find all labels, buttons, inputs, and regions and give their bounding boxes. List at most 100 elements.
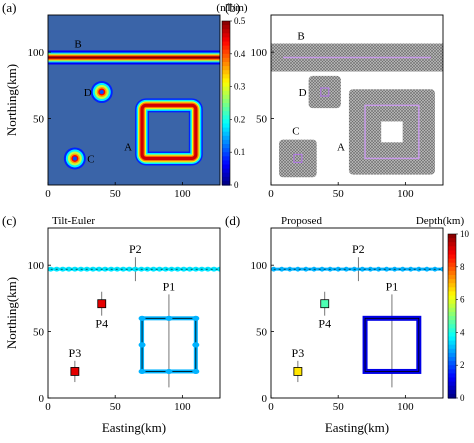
solution-point: [120, 266, 127, 272]
colorbar-segment: [448, 320, 456, 325]
colorbar-segment: [448, 299, 456, 305]
solution-point: [375, 266, 382, 272]
anomaly-frame: [140, 103, 198, 161]
solution-point: [216, 266, 220, 272]
solution-point: [319, 266, 325, 272]
body-label: B: [297, 31, 304, 43]
solution-point: [71, 266, 79, 272]
solution-point: [180, 266, 187, 272]
colorbar-segment: [222, 21, 230, 26]
profile-label: P1: [386, 279, 399, 293]
solution-point: [303, 266, 309, 272]
y-tick-label: 50: [33, 114, 45, 126]
body-label: A: [124, 141, 132, 153]
y-tick-label: 0: [39, 393, 45, 405]
colorbar-segment: [222, 94, 230, 100]
solution-point: [320, 299, 330, 309]
x-tick-label: 50: [333, 401, 345, 413]
colorbar-segment: [448, 254, 456, 260]
colorbar-segment: [448, 381, 456, 387]
profile-label: P2: [129, 242, 142, 256]
colorbar-segment: [448, 291, 456, 297]
colorbar-title: (nT/m): [216, 2, 247, 14]
solution-point: [359, 266, 365, 272]
profile-label: P3: [292, 346, 305, 360]
colorbar-segment: [222, 115, 230, 120]
plot-area: [48, 15, 220, 185]
axes-frame: [270, 14, 444, 186]
x-tick-label: 100: [174, 188, 191, 200]
colorbar-tick-label: 0.5: [234, 16, 246, 26]
colorbar-segment: [448, 311, 456, 317]
colorbar-segment: [222, 168, 230, 174]
solution-point: [162, 266, 169, 272]
colorbar-segment: [448, 332, 456, 338]
colorbar-segment: [222, 111, 230, 116]
panel-title: Proposed: [281, 215, 322, 227]
edge-outline: [320, 87, 330, 97]
solution-point: [95, 266, 103, 272]
colorbar-segment: [222, 49, 230, 55]
solution-point: [400, 266, 406, 272]
colorbar-tick-label: 4: [460, 327, 465, 337]
colorbar-tick-label: 0.1: [234, 147, 245, 157]
body-label: D: [84, 87, 92, 99]
colorbar-segment: [448, 262, 456, 268]
solution-point: [65, 266, 73, 272]
colorbar-segment: [448, 361, 456, 366]
colorbar-segment: [222, 107, 230, 112]
y-tick-label: 100: [28, 260, 45, 272]
y-tick-label: 100: [251, 260, 268, 272]
colorbar-segment: [448, 242, 456, 247]
solution-point: [150, 266, 157, 272]
x-tick-label: 100: [397, 188, 414, 200]
axes-frame: [47, 227, 221, 399]
colorbar-tick-label: 8: [460, 262, 465, 272]
solution-point: [210, 266, 218, 272]
profile-label: P4: [318, 317, 331, 331]
colorbar-segment: [222, 45, 230, 51]
colorbar-segment: [448, 369, 456, 374]
panel-letter: (a): [2, 0, 16, 15]
colorbar-segment: [222, 164, 230, 170]
colorbar-segment: [448, 336, 456, 342]
colorbar-segment: [222, 148, 230, 153]
y-tick-label: 0: [262, 393, 268, 405]
x-axis-label: Easting(km): [325, 420, 389, 435]
colorbar-tick-label: 6: [460, 295, 465, 305]
colorbar-segment: [222, 57, 230, 63]
colorbar-segment: [222, 86, 230, 92]
colorbar: 0 2 4 6 8 10 Depth(km): [416, 215, 470, 403]
colorbar-segment: [222, 78, 230, 84]
edge-outline: [364, 104, 420, 160]
solution-point: [101, 266, 109, 272]
colorbar-segment: [222, 144, 230, 149]
panel-c: P1 P2 P3 P4 Tilt-Euler 0 50 100 0 50 100 Easting(km…: [2, 213, 221, 435]
axes-frame: [270, 227, 444, 399]
solution-point: [59, 266, 66, 272]
x-tick-label: 50: [110, 188, 122, 200]
colorbar-segment: [222, 25, 230, 30]
x-axis-label: Easting(km): [102, 420, 166, 435]
solution-point: [279, 266, 285, 272]
anomaly-ring: [72, 156, 77, 161]
solution-point: [126, 266, 133, 272]
solution-point: [138, 342, 146, 348]
y-axis-label: Northing(km): [4, 277, 19, 349]
colorbar-segment: [448, 303, 456, 309]
colorbar-segment: [448, 316, 456, 321]
colorbar-segment: [448, 258, 456, 264]
anomaly-band: [48, 56, 220, 59]
solution-point: [89, 266, 97, 272]
colorbar-segment: [448, 234, 456, 239]
solution-point: [408, 266, 414, 272]
colorbar-frame: [447, 233, 457, 399]
colorbar-segment: [448, 279, 456, 284]
edge-hole: [381, 121, 403, 143]
solution-point: [204, 266, 212, 272]
colorbar-frame: [221, 20, 231, 186]
plot-area: [48, 228, 220, 398]
colorbar-segment: [448, 344, 456, 350]
solution-point: [295, 266, 301, 272]
